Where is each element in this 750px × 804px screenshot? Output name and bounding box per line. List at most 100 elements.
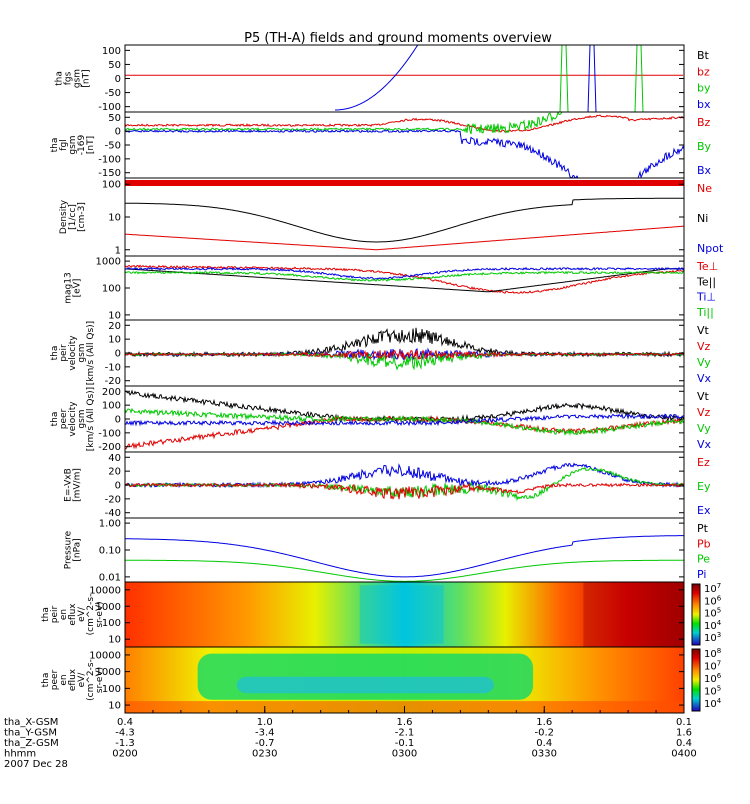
colorbar-label: 108 (704, 647, 721, 660)
ytick-label: 100 (102, 180, 121, 191)
xaxis-value: -2.1 (395, 728, 415, 739)
colorbar-label: 104 (704, 697, 722, 710)
ytick-label: 0 (115, 415, 121, 426)
colorbar-label: 105 (704, 607, 721, 620)
colorbar-label: 107 (704, 582, 721, 595)
ylabel-line: eV/ (77, 606, 87, 622)
ylabel-line: [km/s (All Qs)] (86, 387, 96, 451)
colorbar (691, 648, 701, 712)
panel-peir_spec-traces (125, 582, 684, 647)
series-Ni (125, 197, 684, 243)
xaxis-value: 0200 (112, 749, 137, 760)
chart-title: P5 (TH-A) fields and ground moments over… (244, 31, 552, 46)
panel-frame (124, 517, 685, 583)
ytick-label: 20 (108, 467, 121, 478)
ylabel-line: peer (59, 408, 69, 429)
legend-vx: Vx (697, 372, 712, 385)
series-bx (334, 45, 419, 111)
ytick-label: 10 (108, 335, 121, 346)
xaxis-value: -3.4 (255, 728, 275, 739)
legend-bt: Bt (697, 49, 710, 62)
series-By (125, 112, 684, 135)
ylabel-line: [nT] (86, 136, 96, 154)
legend-ni: Ni (697, 212, 708, 225)
legend-npot: Npot (697, 242, 724, 255)
ylabel-line: velocity (68, 335, 78, 371)
xaxis-date: 2007 Dec 28 (4, 759, 68, 770)
ytick-label: -100 (98, 154, 121, 165)
ytick-label: -40 (105, 508, 121, 519)
xaxis-value: 1.0 (257, 717, 273, 728)
spectrogram-peir-dark (583, 582, 684, 647)
ytick-label: 200 (102, 387, 121, 398)
panel-frame (124, 177, 685, 257)
ylabel-line: E=-VxB (64, 468, 74, 502)
ytick-label: 1000 (96, 667, 121, 678)
xaxis-value: -1.3 (115, 738, 135, 749)
ylabel-line: en (59, 609, 69, 620)
legend-vx: Vx (697, 438, 712, 451)
ytick-label: -20 (105, 376, 121, 387)
series-by-spike (559, 45, 569, 112)
ylabel-line: en (59, 674, 69, 685)
ytick-label: 100 (102, 684, 121, 695)
ytick-label: 1.00 (99, 519, 121, 530)
colorbar-label: 105 (704, 685, 721, 698)
legend-by: by (697, 82, 711, 95)
ylabel-line: eflux (68, 668, 78, 691)
ytick-label: 10 (108, 635, 121, 646)
xaxis-value: 0.4 (536, 738, 552, 749)
ytick-label: 0.01 (99, 572, 121, 583)
ylabel-line: velocity (68, 401, 78, 437)
ylabel-line: tha (50, 412, 60, 427)
xaxis-value: 0300 (392, 749, 417, 760)
ytick-label: -50 (105, 141, 121, 152)
ytick-label: 10 (108, 213, 121, 224)
panel-peer_velocity-traces (125, 389, 684, 450)
panel-peir_velocity: 20 10 0 -10 -20 tha peir velocity gsm [km/s (All … (50, 319, 712, 387)
ylabel-line: [nT] (82, 69, 92, 87)
xaxis-value: -0.7 (255, 738, 275, 749)
colorbar-label: 106 (704, 594, 722, 607)
legend-bx: Bx (697, 164, 712, 177)
panel-frame (124, 44, 685, 113)
panel-peer_spec: 10000 1000 100 10 tha peer en eflux eV/(cm^2-s-s… (41, 646, 722, 714)
ytick-label: -100 (98, 428, 121, 439)
ylabel-line: gsm (68, 135, 78, 154)
ytick-label: 10000 (89, 585, 121, 596)
ytick-label: 0 (115, 127, 121, 138)
ytick-label: 100 (102, 46, 121, 57)
ytick-label: -150 (98, 168, 121, 179)
panel-fgl: 50 0 -50 -100 -150 tha fgl gsm -169 [nT] Bz By Bx (50, 111, 712, 179)
ytick-label: -50 (105, 88, 121, 99)
legend-ti||: Ti|| (696, 306, 714, 319)
ylabel-line: mag13 (64, 272, 74, 303)
ylabel-line: fgs (64, 71, 74, 85)
panel-frame (124, 319, 685, 387)
series-Pe (125, 559, 684, 582)
spectrogram-peir (125, 582, 684, 647)
ytick-label: 100 (102, 284, 121, 295)
ylabel-line: peir (50, 605, 60, 623)
panel-temperature: 1000 100 10 mag13 [eV] Te⊥ Te|| Ti⊥ Ti|| (64, 255, 718, 321)
panel-frame (124, 111, 685, 179)
ytick-label: 20 (108, 321, 121, 332)
ylabel-line: [1/cc] (68, 204, 78, 230)
series-Bz (125, 114, 684, 133)
ytick-label: 1 (115, 245, 121, 256)
series-Ex (125, 462, 684, 489)
ylabel-line: gsm (73, 69, 83, 88)
series-bx-spike (587, 45, 597, 112)
ytick-label: 50 (108, 60, 121, 71)
panel-fgs: 100 50 0 -50 -100 tha fgs gsm [nT] Bt bz by bx (55, 44, 711, 113)
series-Vt (125, 389, 684, 423)
legend-ez: Ez (697, 456, 710, 469)
ylabel-line: eV/ (77, 672, 87, 688)
ylabel-line: gsm (77, 343, 87, 362)
series-Ti-par (125, 270, 684, 282)
series-Pi (125, 535, 684, 578)
xaxis-value: -4.3 (115, 728, 135, 739)
ytick-label: -20 (105, 494, 121, 505)
xaxis-value: 0.4 (676, 738, 692, 749)
ytick-label: 0 (115, 349, 121, 360)
